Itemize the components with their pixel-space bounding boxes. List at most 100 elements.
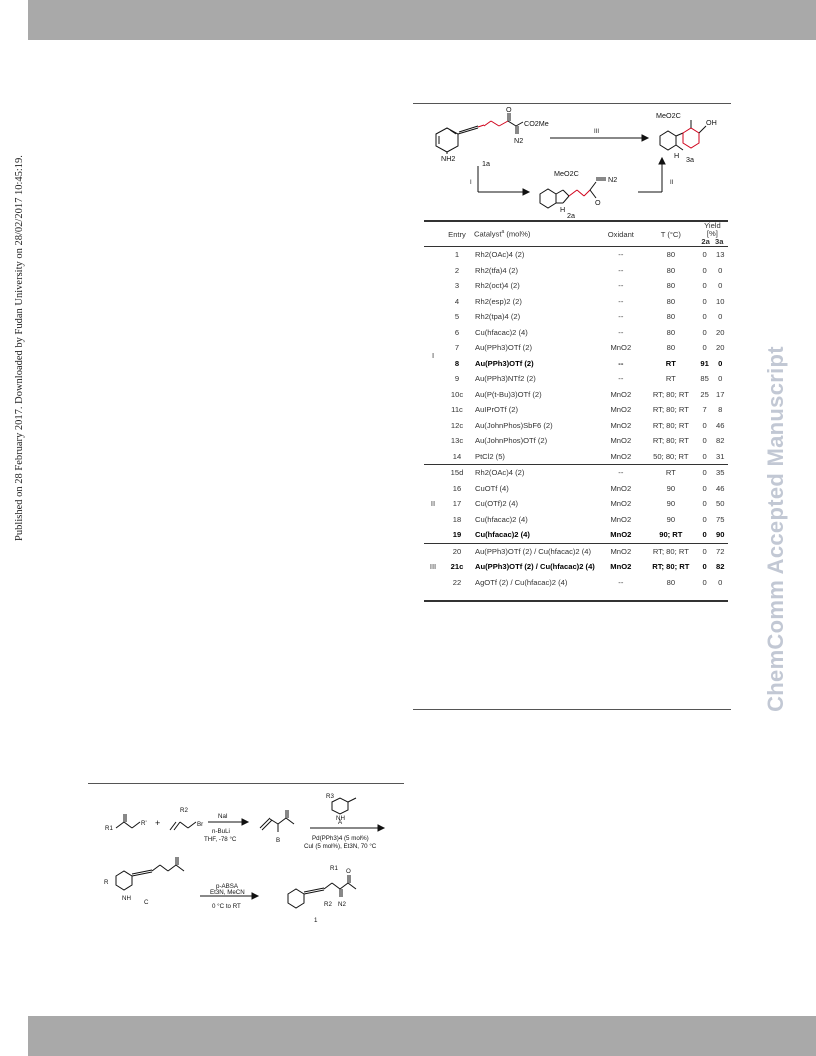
label-h-3a: H (674, 151, 679, 160)
label-o-1a: O (506, 106, 512, 114)
cell-temperature: 80 (666, 250, 676, 260)
cell-temperature: RT (665, 374, 676, 384)
cell-catalyst: Cu(OTf)2 (4) (475, 499, 519, 509)
table-row: 8 Au(PPh3)OTf (2) -- RT 91 0 (424, 356, 728, 372)
cell-catalyst: Au(PPh3)OTf (2) / Cu(hfacac)2 (4) (475, 562, 595, 572)
cond-pd: Pd(PPh3)4 (5 mol%) (312, 835, 369, 842)
cell-entry: 10c (450, 389, 464, 399)
cell-entry: 9 (454, 374, 460, 384)
cell-oxidant: -- (618, 327, 624, 337)
cell-temperature: 80 (666, 577, 676, 587)
header-entry: Entry (442, 222, 472, 247)
cell-catalyst: Au(P(t-Bu)3)OTf (2) (475, 389, 542, 399)
table-body: I 1 Rh2(OAc)4 (2) -- 80 0 13 2 Rh2(tfa)4 (2) -- 80… (424, 247, 728, 590)
cell-temperature: RT; 80; RT (652, 420, 689, 430)
table-row: 10c Au(P(t-Bu)3)OTf (2) MnO2 RT; 80; RT 25 17 (424, 387, 728, 403)
cell-oxidant: -- (618, 374, 624, 384)
label-n2-2a: N2 (608, 175, 617, 184)
table-row: 5 Rh2(tpa)4 (2) -- 80 0 0 (424, 309, 728, 325)
cell-yield-3a: 82 (715, 562, 725, 572)
compound-3a: 3a (686, 155, 694, 164)
label-meo2c-2a: MeO2C (554, 169, 579, 178)
cond-cu: CuI (5 mol%), Et3N, 70 °C (304, 843, 377, 850)
cell-yield-2a: 0 (696, 542, 713, 559)
cell-oxidant: MnO2 (610, 436, 632, 446)
cell-entry: 1 (454, 250, 460, 260)
cell-oxidant: -- (618, 265, 624, 275)
cell-catalyst: Au(PPh3)OTf (2) (475, 343, 532, 353)
cell-oxidant: MnO2 (610, 514, 632, 524)
group-label: III (424, 542, 442, 590)
cell-oxidant: -- (618, 296, 624, 306)
cell-oxidant: -- (596, 464, 645, 481)
label-r1: R1 (330, 865, 338, 872)
cell-oxidant: -- (618, 250, 624, 260)
cell-temperature: 90; RT (659, 530, 683, 540)
reagent-nai: NaI (218, 813, 228, 820)
table-row: 7 Au(PPh3)OTf (2) MnO2 80 0 20 (424, 340, 728, 356)
cell-temperature: 90 (666, 499, 676, 509)
cell-temperature: RT (644, 464, 697, 481)
reagent-et3n: Et3N, MeCN (210, 889, 245, 896)
label-a: A (338, 819, 343, 826)
cell-yield-3a: 35 (712, 464, 728, 481)
label-1: 1 (314, 917, 318, 924)
label-b: B (276, 837, 280, 844)
cell-catalyst: Rh2(OAc)4 (2) (472, 464, 597, 481)
label-c: C (144, 899, 149, 906)
scheme-top-rule (413, 103, 731, 104)
cell-yield-2a: 0 (702, 343, 707, 353)
cell-oxidant: MnO2 (610, 405, 632, 415)
label-co2me-1a: CO2Me (524, 119, 549, 128)
table-row: 6 Cu(hfacac)2 (4) -- 80 0 20 (424, 325, 728, 341)
cell-oxidant: MnO2 (596, 542, 645, 559)
label-n2-1a: N2 (514, 136, 523, 145)
cell-temperature: RT; 80; RT (652, 562, 690, 572)
cond-rt: 0 °C to RT (212, 903, 241, 910)
cell-yield-3a: 20 (715, 327, 725, 337)
table-row: 14 PtCl2 (5) MnO2 50; 80; RT 0 31 (424, 449, 728, 465)
table-row: 13c Au(JohnPhos)OTf (2) MnO2 RT; 80; RT 0 82 (424, 433, 728, 449)
cell-yield-2a: 0 (702, 451, 707, 461)
cell-catalyst: Rh2(tfa)4 (2) (475, 265, 519, 275)
label-nh2-1a: NH2 (441, 154, 455, 163)
cell-yield-2a: 0 (702, 296, 707, 306)
label-r2-bromide: R2 (180, 807, 188, 814)
cell-yield-2a: 25 (700, 389, 709, 399)
cell-oxidant: MnO2 (610, 499, 632, 509)
label-nh-c: NH (122, 895, 131, 902)
cell-catalyst: Cu(hfacac)2 (4) (475, 327, 528, 337)
cell-temperature: RT; 80; RT (652, 389, 689, 399)
cell-catalyst: Cu(hfacac)2 (4) (475, 514, 528, 524)
label-meo2c-3a: MeO2C (656, 111, 681, 120)
cell-yield-2a: 0 (696, 464, 713, 481)
cell-entry: 16 (452, 483, 462, 493)
cell-yield-2a: 0 (702, 577, 707, 587)
cell-yield-2a: 0 (702, 530, 707, 540)
cell-temperature: 80 (666, 312, 676, 322)
cell-yield-2a: 0 (702, 312, 707, 322)
cell-temperature: 80 (666, 265, 676, 275)
cell-entry: 14 (452, 451, 462, 461)
cell-yield-3a: 0 (718, 358, 723, 368)
reagent-thf: THF, -78 °C (204, 836, 237, 843)
cell-entry: 12c (450, 420, 464, 430)
cell-temperature: 80 (666, 327, 676, 337)
cell-oxidant: MnO2 (610, 483, 632, 493)
cell-yield-2a: 0 (702, 562, 707, 572)
cell-temperature: 90 (666, 514, 676, 524)
cell-catalyst: Au(JohnPhos)OTf (2) (475, 436, 548, 446)
cell-catalyst: Au(PPh3)OTf (2) (475, 358, 534, 368)
arrow-label-ii: II (670, 180, 674, 186)
cell-entry: 11c (451, 405, 463, 415)
cell-entry: 22 (452, 577, 462, 587)
cell-entry: 15d (442, 464, 472, 481)
label-nh-a: NH (336, 815, 345, 822)
cell-catalyst: Rh2(tpa)4 (2) (475, 312, 521, 322)
lower-scheme-rule (88, 783, 404, 784)
accepted-manuscript-watermark: ChemComm Accepted Manuscript (763, 346, 788, 712)
table-row: 18 Cu(hfacac)2 (4) MnO2 90 0 75 (424, 512, 728, 528)
table-row: 19 Cu(hfacac)2 (4) MnO2 90; RT 0 90 (424, 527, 728, 543)
table-bottom-rule (424, 600, 728, 602)
cell-catalyst: PtCl2 (5) (475, 451, 505, 461)
